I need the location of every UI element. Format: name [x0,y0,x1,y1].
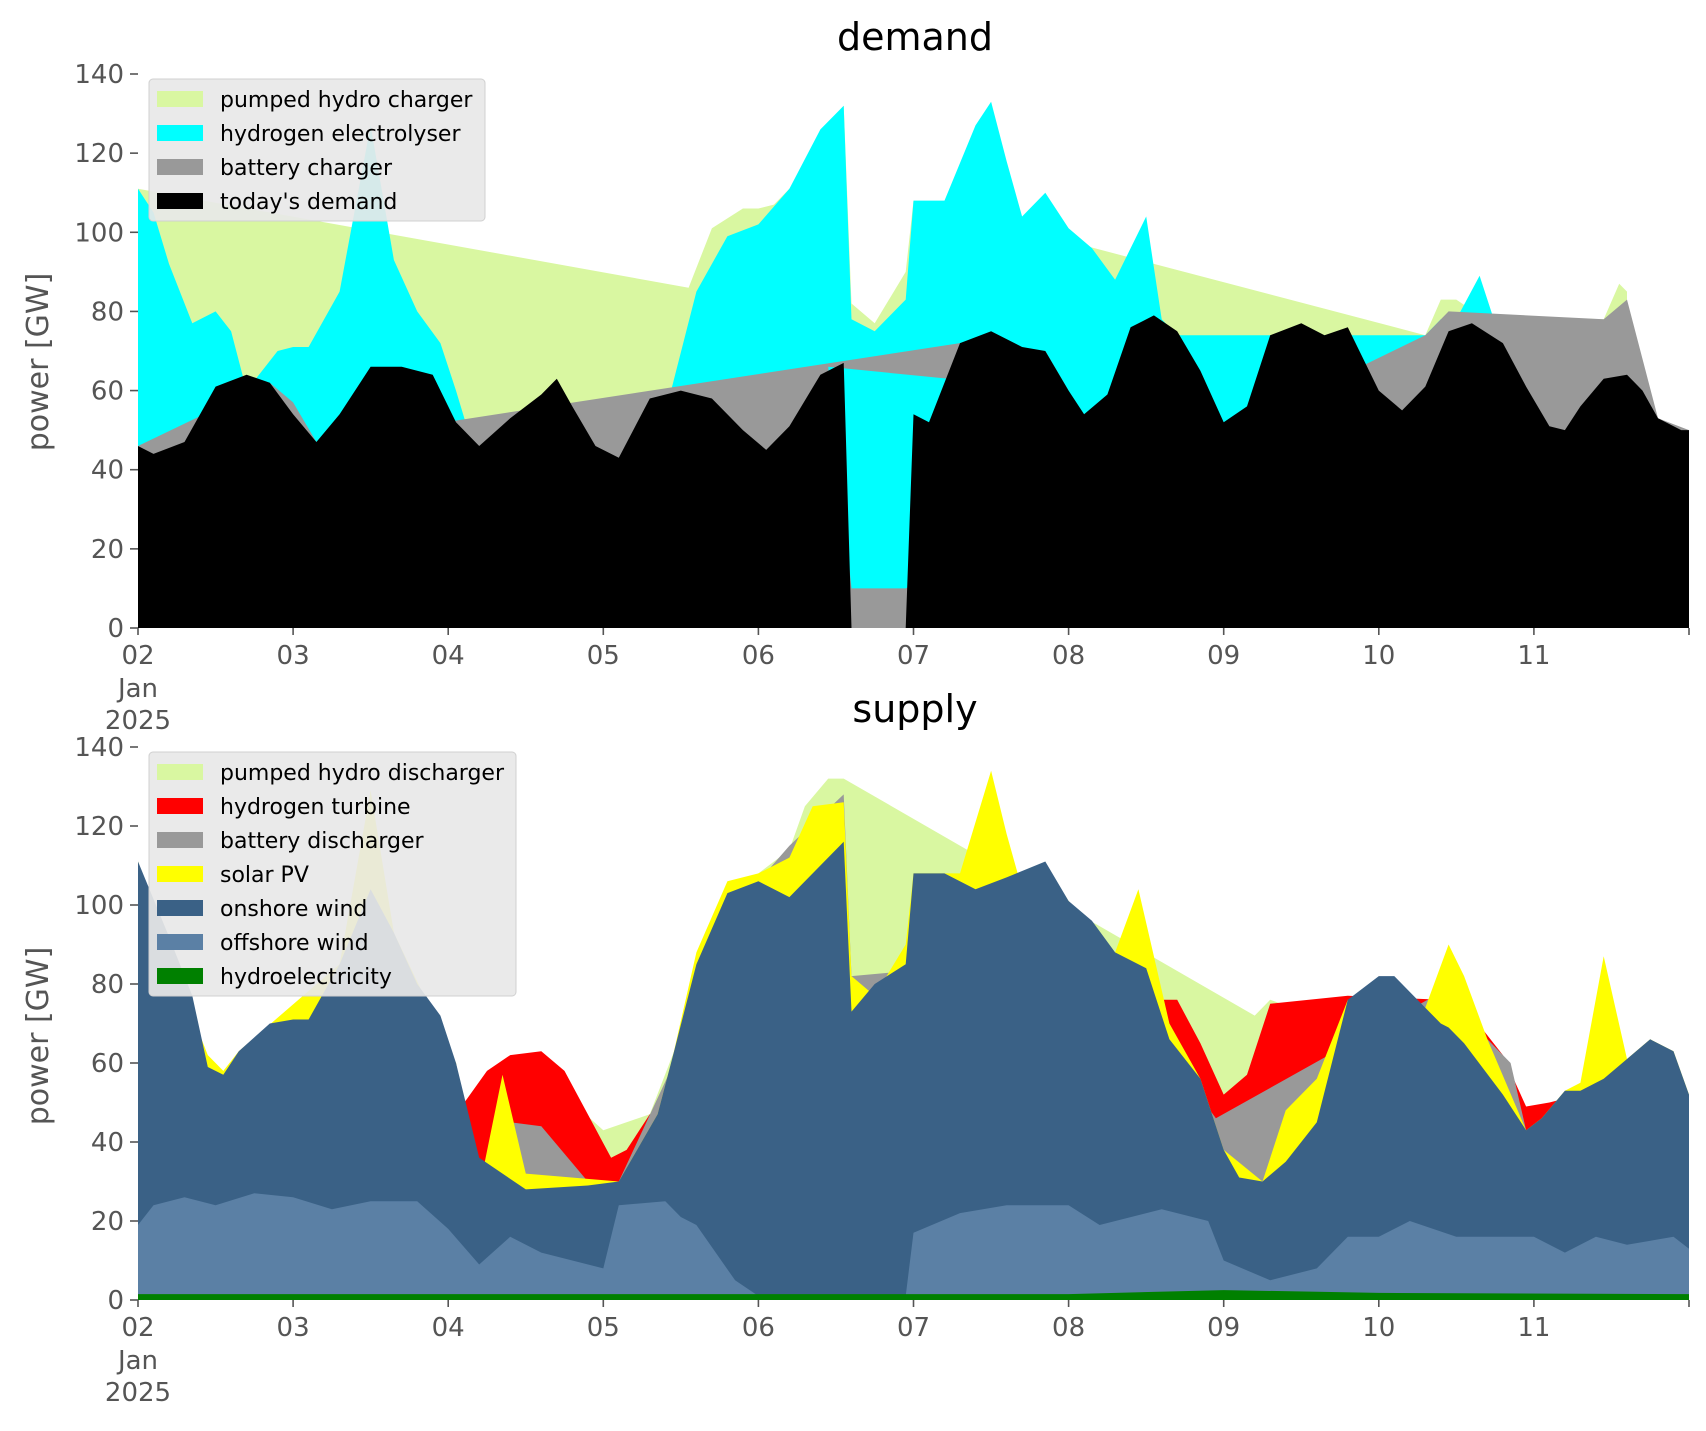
y-tick-label: 0 [107,614,124,644]
supply-chart: supply power [GW] 0 20 40 60 80 100 120 140 02 03… [21,687,1690,1408]
x-tick-label: 10 [1362,1313,1395,1343]
axes: 0 20 40 60 80 100 120 140 02 03 04 05 06 07 08 09 10 11 Ja… [74,60,1690,736]
y-tick-label: 60 [91,1049,124,1079]
legend: pumped hydro discharger hydrogen turbine b… [148,751,517,997]
legend-label: pumped hydro discharger [220,761,505,786]
x-tick-label: 02 [121,641,154,671]
x-tick-label: 09 [1207,1313,1240,1343]
legend-swatch [157,798,203,814]
area-hydroelectricity [138,1290,1689,1300]
legend-swatch [157,125,203,141]
x-tick-label: 07 [897,641,930,671]
area-today-s-demand [138,315,1689,628]
demand-chart: demand power [GW] 0 20 40 60 80 100 120 140 02 03… [21,15,1690,736]
area-series-group [138,101,1689,628]
y-tick-label: 100 [74,891,124,921]
legend-box [148,78,486,222]
y-tick-label: 0 [107,1286,124,1316]
x-tick-label: 04 [432,1313,465,1343]
legend-label: pumped hydro charger [220,88,473,113]
area-series-group [138,770,1689,1300]
y-tick-label: 60 [91,377,124,407]
x-tick-sublabel: 2025 [105,706,171,736]
x-tick-label: 03 [277,1313,310,1343]
x-tick-label: 11 [1517,1313,1550,1343]
legend: pumped hydro charger hydrogen electrolyse… [148,78,486,222]
legend-label: battery discharger [220,829,425,854]
y-tick-label: 120 [74,139,124,169]
x-tick-label: 06 [742,641,775,671]
x-tick-label: 04 [432,641,465,671]
legend-swatch [157,968,203,984]
legend-swatch [157,159,203,175]
legend-swatch [157,764,203,780]
x-tick-label: 07 [897,1313,930,1343]
x-tick-label: 08 [1052,1313,1085,1343]
legend-label: onshore wind [220,897,367,922]
legend-swatch [157,934,203,950]
legend-label: hydrogen turbine [220,795,411,820]
x-tick-label: 05 [587,1313,620,1343]
legend-swatch [157,900,203,916]
x-tick-label: 03 [277,641,310,671]
chart-title: supply [852,687,977,731]
y-axis-label: power [GW] [21,947,56,1126]
y-tick-label: 100 [74,218,124,248]
x-tick-sublabel: Jan [116,1346,158,1376]
legend-label: hydrogen electrolyser [220,122,461,147]
legend-label: solar PV [220,863,309,888]
x-tick-sublabel: Jan [116,674,158,704]
x-tick-label: 06 [742,1313,775,1343]
legend-label: battery charger [220,156,393,181]
y-tick-label: 140 [74,733,124,763]
y-tick-label: 80 [91,970,124,1000]
x-tick-label: 02 [121,1313,154,1343]
x-tick-label: 09 [1207,641,1240,671]
legend-label: offshore wind [220,931,369,956]
chart-title: demand [837,15,993,59]
area-onshore-wind [138,841,1689,1300]
x-tick-label: 05 [587,641,620,671]
x-tick-label: 11 [1517,641,1550,671]
legend-swatch [157,193,203,209]
y-tick-label: 40 [91,1128,124,1158]
y-tick-label: 120 [74,812,124,842]
legend-swatch [157,866,203,882]
x-tick-label: 08 [1052,641,1085,671]
y-tick-label: 20 [91,1207,124,1237]
legend-box [148,751,517,997]
y-tick-label: 140 [74,60,124,90]
y-tick-label: 80 [91,297,124,327]
area-offshore-wind [138,1193,1689,1300]
legend-swatch [157,832,203,848]
legend-label: today's demand [220,190,397,215]
axes: 0 20 40 60 80 100 120 140 02 03 04 05 06 07 08 09 10 11 Ja… [74,733,1690,1408]
y-tick-label: 40 [91,456,124,486]
x-tick-label: 10 [1362,641,1395,671]
y-tick-label: 20 [91,535,124,565]
legend-label: hydroelectricity [220,965,392,990]
x-tick-sublabel: 2025 [105,1378,171,1408]
legend-swatch [157,91,203,107]
y-axis-label: power [GW] [21,273,56,452]
